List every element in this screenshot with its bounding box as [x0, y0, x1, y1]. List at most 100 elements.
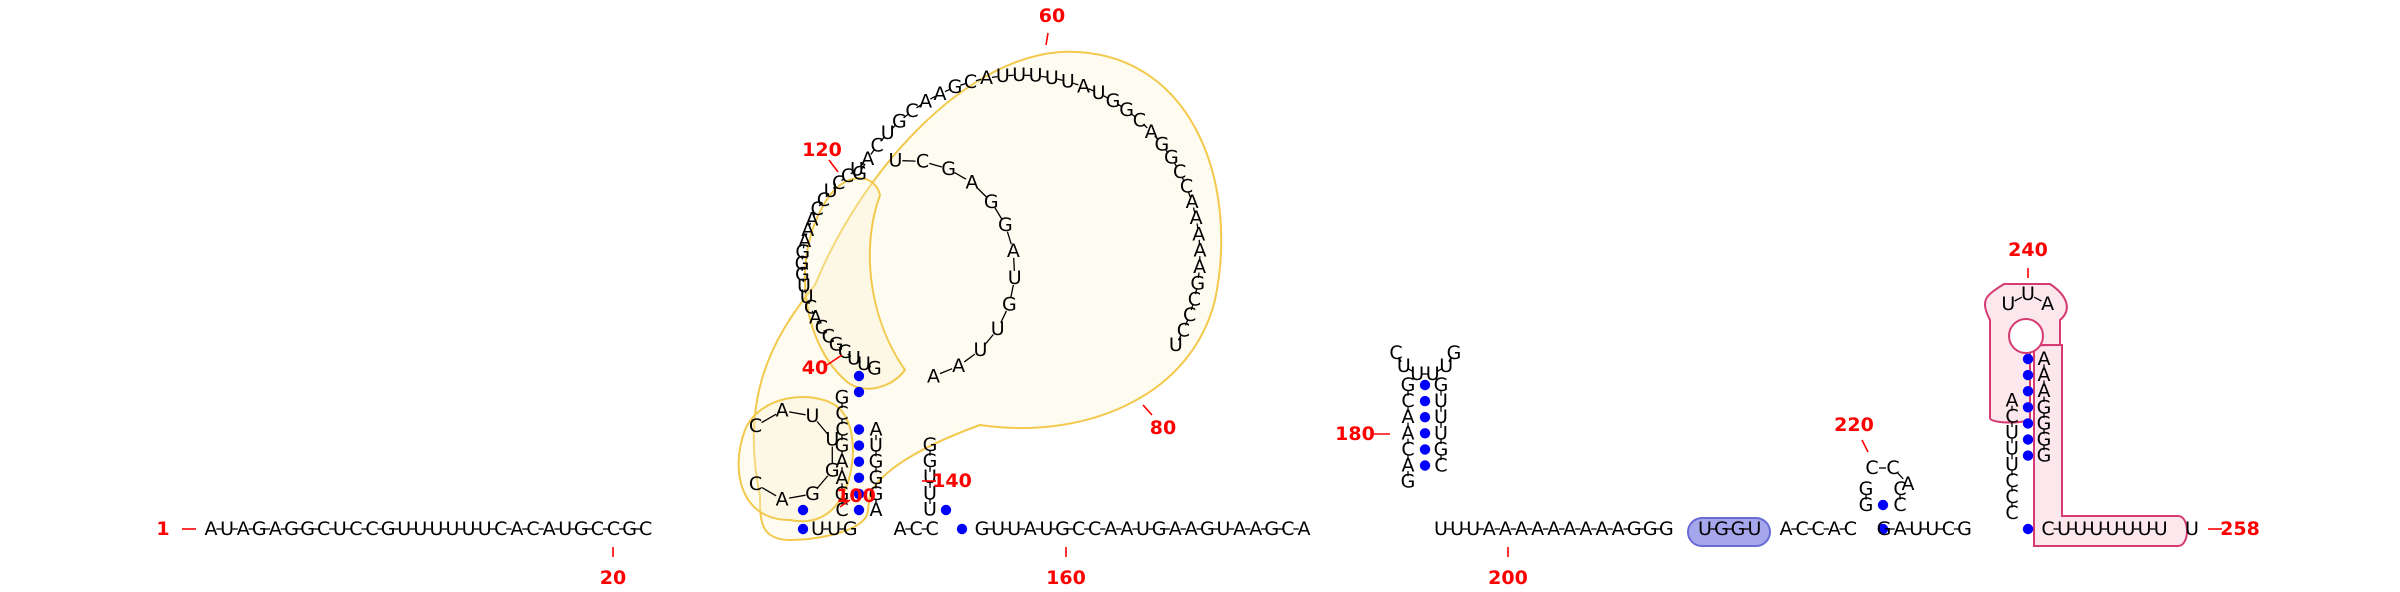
- nucleotide: G: [835, 386, 850, 408]
- position-label: 240: [2008, 239, 2048, 261]
- nucleotide: A: [776, 400, 789, 422]
- nucleotide: U: [1029, 65, 1043, 87]
- nucleotide: C: [964, 71, 977, 93]
- nucleotide: U: [1434, 518, 1448, 540]
- nucleotide: A: [1531, 518, 1544, 540]
- base-pair-dot: [2023, 386, 2033, 396]
- nucleotide: C: [494, 518, 507, 540]
- nucleotide: G: [998, 214, 1013, 236]
- position-label: 180: [1335, 423, 1375, 445]
- base-pair-dot: [1878, 500, 1888, 510]
- nucleotide: U: [1410, 363, 1424, 385]
- nucleotide: G: [948, 76, 963, 98]
- nucleotide: C: [526, 518, 539, 540]
- nucleotide: A: [1547, 518, 1560, 540]
- nucleotide: G: [1877, 518, 1892, 540]
- position-label: 80: [1150, 417, 1176, 439]
- nucleotide: A: [1104, 518, 1117, 540]
- nucleotide: A: [2041, 293, 2054, 315]
- nucleotide: A: [1563, 518, 1576, 540]
- nucleotide: U: [2057, 518, 2071, 540]
- position-label: 60: [1039, 5, 1065, 27]
- nucleotide: G: [1714, 518, 1729, 540]
- base-pair-dot: [854, 473, 864, 483]
- nucleotide: C: [1434, 455, 1447, 477]
- nucleotide: U: [2122, 518, 2136, 540]
- position-label: 258: [2220, 518, 2260, 540]
- nucleotide: G: [1264, 518, 1279, 540]
- nucleotide: G: [1002, 294, 1017, 316]
- nucleotide: G: [574, 518, 589, 540]
- nucleotide: C: [365, 518, 378, 540]
- nucleotide: U: [1466, 518, 1480, 540]
- nucleotide: G: [2037, 445, 2052, 467]
- nucleotide: U: [1397, 355, 1411, 377]
- nucleotide: A: [1169, 518, 1182, 540]
- base-pair-dot: [1420, 444, 1430, 454]
- nucleotide: C: [1088, 518, 1101, 540]
- nucleotide: A: [237, 518, 250, 540]
- nucleotide: U: [1012, 64, 1026, 86]
- nucleotide: C: [639, 518, 652, 540]
- base-pair-dot: [2023, 370, 2033, 380]
- nucleotide: A: [1902, 473, 1915, 495]
- nucleotide: U: [991, 518, 1005, 540]
- nucleotide: A: [980, 67, 993, 89]
- nucleotide: U: [1698, 518, 1712, 540]
- base-pair-dot: [2023, 418, 2033, 428]
- nucleotide: C: [1812, 518, 1825, 540]
- nucleotide: C: [2041, 518, 2054, 540]
- nucleotide: U: [333, 518, 347, 540]
- nucleotide: G: [975, 518, 990, 540]
- position-label: 200: [1488, 567, 1528, 587]
- base-pair-dot: [941, 505, 951, 515]
- nucleotide: A: [870, 419, 883, 441]
- base-pair-dot: [798, 505, 808, 515]
- nucleotide: A: [1024, 518, 1037, 540]
- nucleotide: G: [1659, 518, 1674, 540]
- nucleotide: U: [446, 518, 460, 540]
- nucleotide: A: [205, 518, 218, 540]
- nucleotide: G: [1957, 518, 1972, 540]
- nucleotide: G: [1106, 90, 1121, 112]
- nucleotide: U: [2138, 518, 2152, 540]
- nucleotide: C: [916, 150, 929, 172]
- nucleotide: A: [927, 365, 940, 387]
- base-pair-dot: [1420, 396, 1430, 406]
- nucleotide: C: [349, 518, 362, 540]
- nucleotide: A: [1007, 240, 1020, 262]
- nucleotide: A: [919, 91, 932, 113]
- nucleotide: G: [1055, 518, 1070, 540]
- nucleotide: U: [1909, 518, 1923, 540]
- nucleotide: C: [317, 518, 330, 540]
- nucleotide: G: [1731, 518, 1746, 540]
- position-tick: [1862, 440, 1868, 452]
- position-label: 220: [1834, 414, 1874, 436]
- nucleotide: G: [1200, 518, 1215, 540]
- nucleotide: G: [1643, 518, 1658, 540]
- nucleotide: C: [905, 100, 918, 122]
- nucleotide: A: [1596, 518, 1609, 540]
- nucleotide: C: [909, 518, 922, 540]
- nucleotide: U: [996, 65, 1010, 87]
- position-label: 100: [836, 485, 876, 507]
- nucleotide: G: [805, 483, 820, 505]
- nucleotide: G: [1447, 342, 1462, 364]
- nucleotide: C: [926, 518, 939, 540]
- position-tick: [1046, 33, 1048, 45]
- nucleotide: U: [1008, 267, 1022, 289]
- nucleotide: A: [1249, 518, 1262, 540]
- nucleotide: U: [991, 318, 1005, 340]
- nucleotide: A: [1579, 518, 1592, 540]
- position-tick: [1143, 405, 1152, 415]
- nucleotide: U: [1136, 518, 1150, 540]
- nucleotide: A: [2006, 389, 2019, 411]
- nucleotide: U: [825, 429, 839, 451]
- nucleotide: A: [1612, 518, 1625, 540]
- nucleotide: G: [867, 357, 882, 379]
- nucleotide: A: [1077, 76, 1090, 98]
- nucleotide: A: [543, 518, 556, 540]
- position-label: 140: [932, 470, 972, 492]
- pink-tail-outline: [2034, 345, 2187, 546]
